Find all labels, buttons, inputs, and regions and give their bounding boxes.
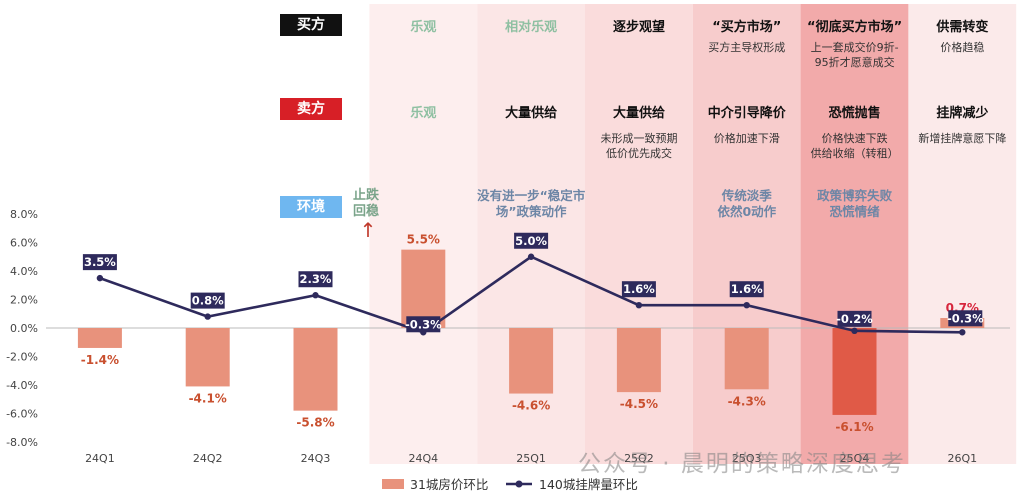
annotation-arrow: ↑	[359, 218, 377, 242]
env-note-25Q1: 没有进一步“稳定市场”政策动作	[477, 188, 586, 219]
line-label-25Q4: -0.2%	[836, 312, 873, 326]
bar-label-24Q3: -5.8%	[296, 416, 334, 430]
bar-24Q4	[401, 249, 446, 328]
seller-title-25Q3: 中介引导降价	[707, 106, 786, 121]
line-label-box-24Q1	[82, 254, 117, 271]
seller-note-25Q3: 价格加速下滑	[713, 132, 780, 145]
shade-column-25Q2	[585, 4, 693, 464]
line-label-25Q3: 1.6%	[731, 282, 763, 296]
legend-line-label: 140城挂牌量环比	[539, 477, 638, 492]
line-label-box-25Q4	[837, 310, 872, 327]
legend-line: 140城挂牌量环比	[505, 474, 638, 493]
bar-24Q1	[77, 328, 122, 348]
y-tick-label: -6.0%	[6, 408, 38, 421]
x-tick-label-24Q2: 24Q2	[193, 452, 223, 465]
line-point-25Q2	[635, 302, 643, 309]
env-note-25Q4: 政策博弈失败 恐慌情绪	[817, 188, 893, 219]
y-tick-label: 8.0%	[10, 208, 38, 221]
line-label-box-24Q2	[190, 292, 225, 309]
line-point-25Q1	[527, 253, 535, 260]
seller-title-25Q1: 大量供给	[505, 106, 558, 121]
seller-title-25Q4: 恐慌抛售	[828, 106, 881, 121]
row-badge-buyer: 买方	[280, 14, 342, 36]
row-badge-env: 环境	[280, 196, 342, 218]
seller-title-25Q2: 大量供给	[612, 106, 665, 121]
buyer-note-25Q3: 买方主导权形成	[708, 41, 786, 54]
y-tick-label: 0.0%	[10, 322, 38, 335]
y-tick-label: -8.0%	[6, 436, 38, 449]
buyer-title-25Q2: 逐步观望	[612, 20, 665, 35]
line-label-25Q1: 5.0%	[515, 234, 547, 248]
bar-label-25Q4: -6.1%	[835, 420, 873, 434]
bar-25Q2	[616, 328, 661, 393]
line-label-box-25Q3	[729, 281, 764, 298]
x-tick-label-25Q1: 25Q1	[516, 452, 546, 465]
line-label-box-24Q3	[298, 271, 333, 288]
x-tick-label-24Q4: 24Q4	[408, 452, 438, 465]
bar-label-25Q3: -4.3%	[728, 394, 766, 408]
bar-25Q3	[724, 328, 769, 390]
seller-note-26Q1: 新增挂牌意愿下降	[918, 132, 1007, 145]
line-label-box-25Q2	[621, 281, 656, 298]
y-tick-label: 6.0%	[10, 237, 38, 250]
x-tick-label-24Q3: 24Q3	[301, 452, 331, 465]
line-label-24Q2: 0.8%	[192, 294, 224, 308]
y-tick-label: -2.0%	[6, 351, 38, 364]
line-point-25Q3	[743, 302, 750, 309]
line-label-25Q2: 1.6%	[623, 282, 655, 296]
watermark: 公众号 · 晨明的策略深度思考	[578, 451, 906, 477]
y-tick-label: 2.0%	[10, 294, 38, 307]
seller-title-26Q1: 挂牌减少	[936, 106, 989, 121]
x-tick-label-25Q4: 25Q4	[840, 452, 870, 465]
shade-column-26Q1	[908, 4, 1017, 464]
x-tick-label-24Q1: 24Q1	[85, 452, 115, 465]
buyer-note-26Q1: 价格趋稳	[940, 41, 985, 54]
buyer-note-25Q4: 上一套成交价9折- 95折才愿意成交	[810, 41, 899, 69]
line-label-24Q1: 3.5%	[84, 255, 116, 269]
line-point-24Q3	[312, 292, 319, 299]
legend-bar-swatch	[382, 478, 404, 489]
seller-note-25Q2: 未形成一致预期 低价优先成交	[600, 132, 678, 160]
bar-25Q4	[832, 328, 877, 415]
line-label-box-26Q1	[948, 310, 983, 327]
annotation-text: 止跌 回稳	[352, 188, 379, 219]
bar-label-24Q2: -4.1%	[189, 391, 227, 405]
line-point-24Q2	[204, 313, 211, 320]
buyer-title-25Q1: 相对乐观	[505, 20, 558, 35]
line-point-24Q1	[96, 274, 104, 282]
x-tick-label-25Q2: 25Q2	[624, 452, 654, 465]
shade-column-24Q4	[369, 4, 478, 464]
buyer-title-25Q4: “彻底买方市场”	[807, 20, 903, 35]
env-note-25Q3: 传统淡季 依然0动作	[717, 188, 777, 219]
bar-24Q3	[293, 328, 338, 411]
legend-bar: 31城房价环比	[382, 474, 488, 493]
line-point-26Q1	[959, 329, 966, 336]
line-label-box-25Q1	[514, 232, 549, 249]
line-label-24Q4: -0.3%	[405, 317, 442, 331]
line-label-box-24Q4	[406, 316, 441, 333]
bar-label-24Q1: -1.4%	[81, 353, 119, 367]
bar-label-25Q2: -4.5%	[620, 397, 658, 411]
bar-24Q2	[185, 328, 230, 387]
line-label-24Q3: 2.3%	[300, 272, 332, 286]
buyer-title-24Q4: 乐观	[410, 20, 437, 35]
y-tick-label: 4.0%	[10, 265, 38, 278]
line-point-25Q4	[851, 327, 858, 335]
buyer-title-26Q1: 供需转变	[936, 20, 989, 35]
x-tick-label-25Q3: 25Q3	[732, 452, 762, 465]
seller-title-24Q4: 乐观	[410, 106, 437, 121]
y-tick-label: -4.0%	[6, 379, 38, 392]
bar-25Q1	[509, 328, 554, 394]
seller-note-25Q4: 价格快速下跌 供给收缩（转租）	[810, 132, 899, 160]
buyer-title-25Q3: “买方市场”	[712, 20, 782, 35]
legend-bar-label: 31城房价环比	[410, 477, 489, 492]
legend-line-swatch	[506, 480, 532, 487]
bar-label-25Q1: -4.6%	[512, 399, 550, 413]
x-tick-label-26Q1: 26Q1	[947, 452, 977, 465]
row-badge-seller: 卖方	[280, 98, 342, 120]
bar-label-24Q4: 5.5%	[407, 233, 440, 247]
line-label-26Q1: -0.3%	[947, 311, 984, 325]
